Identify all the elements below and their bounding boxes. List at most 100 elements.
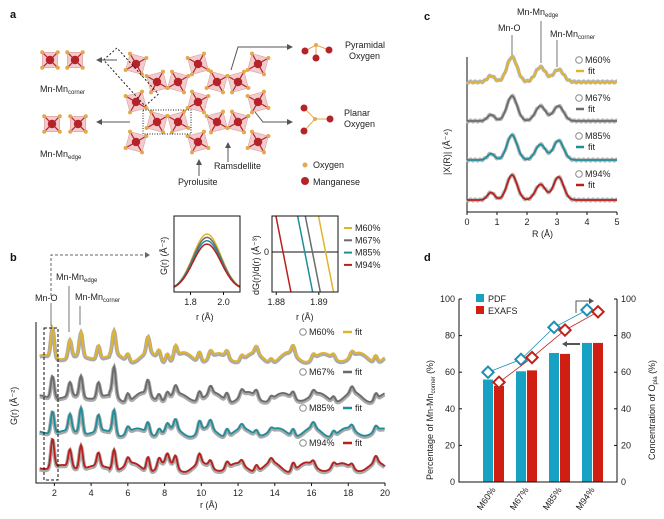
marker-PDF-M94% [579, 302, 595, 318]
oxygen-atom [242, 69, 246, 74]
d-ylabel-left: Percentage of Mn-Mncorner (%) [425, 360, 437, 480]
legend-exafs-swatch [476, 306, 484, 314]
oxygen-atom [225, 74, 230, 78]
b-xlabel: r (Å) [200, 500, 218, 510]
oxygen-atom [140, 89, 144, 94]
oxygen-atom [262, 72, 266, 77]
marker-PDF-M60% [480, 365, 496, 380]
oxygen-atom [144, 56, 149, 60]
c-xlabel: R (Å) [532, 229, 553, 239]
oxygen-atom [128, 51, 132, 56]
x-tick-label: 1 [494, 217, 499, 227]
oxygen-atom [83, 114, 88, 119]
category-label: M94% [574, 485, 597, 512]
oxygen-atom [190, 72, 194, 77]
edge-highlight-box [142, 109, 192, 135]
legend-label-M85%: M85% [355, 248, 381, 258]
x-tick-label: 2.0 [217, 297, 230, 307]
manganese-atom [131, 59, 141, 69]
manganese-atom [193, 97, 203, 107]
left-y-tick-label: 100 [440, 294, 455, 304]
legend-label-M85%: M85% [585, 131, 611, 141]
mno6-octahedron [204, 109, 230, 135]
manganese-atom [193, 137, 203, 147]
oxygen-atom [209, 130, 213, 135]
oxygen-atom [80, 65, 85, 70]
oxygen-atom [42, 114, 47, 119]
b-ylabel: G(r) (Å⁻²) [9, 387, 19, 425]
oxygen-atom [242, 130, 246, 135]
fit-trace-M60% [467, 56, 617, 83]
mno6-octahedron [40, 50, 60, 70]
inset-dg-trace-M60% [317, 215, 335, 293]
line-PDF [487, 309, 588, 373]
manganese-atom [173, 117, 183, 127]
oxygen-atom [266, 56, 271, 60]
legend-label-M67%: M67% [355, 235, 381, 245]
manganese-atom [212, 77, 222, 87]
left-y-tick-label: 20 [445, 440, 455, 450]
fit-legend-label: fit [355, 438, 363, 448]
legend-label-M60%: M60% [355, 223, 381, 233]
pyramidal-oxygen-icon [301, 43, 333, 62]
mno6-octahedron [68, 114, 88, 134]
fit-legend-label: fit [588, 66, 596, 76]
legend-label-M67%: M67% [585, 93, 611, 103]
arrowhead-icon [589, 298, 594, 304]
fit-trace-M94% [467, 174, 617, 201]
manganese-atom [131, 137, 141, 147]
structure-diagram: Mn-Mncorner Mn-Mnedge Pyramidal Oxygen P… [40, 40, 385, 187]
oxygen-atom [161, 130, 165, 135]
mno6-octahedron [42, 114, 62, 134]
oxygen-atom [161, 69, 165, 74]
oxygen-atom [190, 89, 194, 94]
oxygen-atom [230, 90, 234, 95]
c-edge-label: Mn-Mnedge [517, 7, 559, 19]
mno6-octahedron [225, 109, 251, 135]
fit-trace-M94% [39, 437, 386, 473]
mno6-octahedron [65, 50, 85, 70]
manganese-atom [253, 59, 263, 69]
oxygen-atom [225, 126, 230, 130]
data-legend-marker [299, 439, 307, 447]
d-axes [458, 299, 618, 483]
x-tick-label: 10 [196, 488, 206, 498]
oxygen-atom [170, 69, 174, 74]
oxygen-atom [170, 130, 174, 135]
x-tick-label: 8 [162, 488, 167, 498]
mno6-octahedron [245, 129, 271, 155]
b-mno-label: Mn-O [35, 293, 58, 303]
manganese-legend-icon [301, 177, 309, 185]
manganese-atom [253, 137, 263, 147]
oxygen-atom [182, 90, 186, 95]
manganese-atom [73, 119, 83, 129]
x-tick-label: 14 [270, 488, 280, 498]
right-y-tick-label: 40 [621, 404, 631, 414]
manganese-atom [131, 97, 141, 107]
panel-label-b: b [10, 252, 17, 264]
oxygen-atom [140, 150, 144, 155]
mno6-octahedron [185, 51, 211, 77]
mno6-octahedron [245, 89, 271, 115]
planar-oxygen-icon [300, 104, 334, 135]
oxygen-atom [202, 129, 206, 134]
x-tick-label: 1.89 [310, 297, 328, 307]
x-tick-label: 20 [380, 488, 390, 498]
legend-label-M94%: M94% [585, 169, 611, 179]
oxygen-atom [40, 50, 45, 55]
manganese-atom [193, 59, 203, 69]
left-y-tick-label: 80 [445, 331, 455, 341]
pdf-panel: M60% fit M67% fit M85% fit M94% fit 2 4 6 8 10 12 14 1… [9, 215, 390, 510]
oxygen-atom [246, 86, 251, 90]
oxygen-atom [55, 50, 60, 55]
c-corner-label: Mn-Mncorner [550, 29, 595, 41]
planar-oxygen-label-1: Planar [344, 108, 370, 118]
oxygen-atom [230, 109, 234, 114]
legend-pdf-label: PDF [488, 294, 507, 304]
oxygen-atom [83, 129, 88, 134]
oxygen-atom [266, 134, 271, 138]
right-y-tick-label: 20 [621, 440, 631, 450]
oxygen-atom [202, 51, 206, 56]
manganese-legend-label: Manganese [313, 177, 360, 187]
